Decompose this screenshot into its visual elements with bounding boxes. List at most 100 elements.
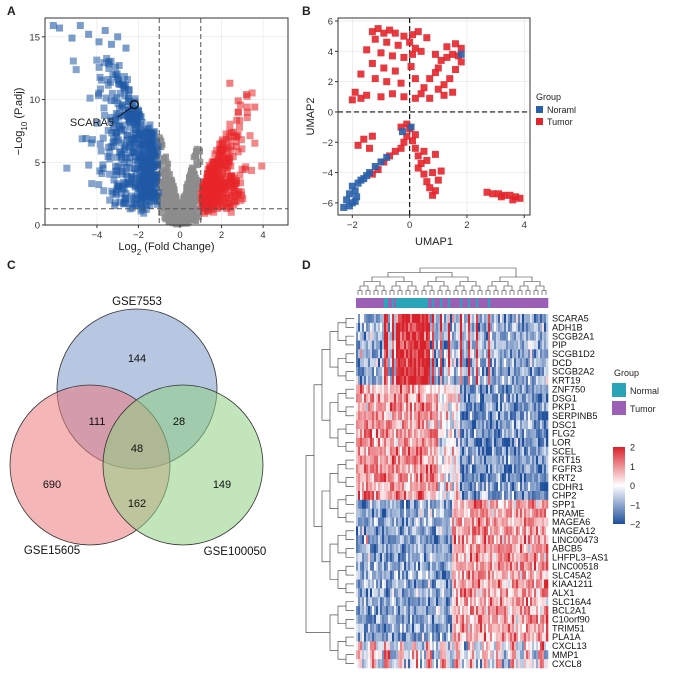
heatmap-cell	[474, 367, 477, 377]
heatmap-cell	[432, 358, 435, 368]
heatmap-cell	[422, 393, 425, 403]
heatmap-cell	[362, 535, 365, 545]
heatmap-cell	[442, 331, 445, 341]
heatmap-cell	[380, 384, 383, 394]
heatmap-cell	[430, 508, 433, 518]
heatmap-cell	[474, 473, 477, 483]
up-point	[243, 114, 251, 122]
heatmap-cell	[500, 331, 503, 341]
heatmap-cell	[402, 446, 405, 456]
heatmap-cell	[524, 429, 527, 439]
heatmap-cell	[400, 579, 403, 589]
heatmap-cell	[518, 349, 521, 359]
heatmap-cell	[398, 393, 401, 403]
heatmap-cell	[384, 367, 387, 377]
heatmap-cell	[502, 375, 505, 386]
heatmap-cell	[528, 375, 531, 386]
heatmap-cell	[404, 491, 407, 501]
heatmap-cell	[356, 402, 359, 412]
heatmap-cell	[472, 544, 475, 554]
heatmap-cell	[500, 349, 503, 359]
highlight-label: SCARA5	[70, 117, 114, 129]
heatmap-cell	[418, 322, 421, 332]
heatmap-cell	[368, 508, 371, 518]
heatmap-cell	[542, 402, 545, 412]
heatmap-cell	[500, 508, 503, 518]
heatmap-cell	[446, 429, 449, 439]
heatmap-cell	[362, 464, 365, 474]
heatmap-cell	[460, 349, 463, 359]
heatmap-cell	[480, 367, 483, 377]
heatmap-cell	[408, 473, 411, 483]
heatmap-cell	[452, 482, 455, 492]
heatmap-cell	[394, 349, 397, 359]
heatmap-cell	[530, 393, 533, 403]
heatmap-cell	[426, 340, 429, 350]
heatmap-cell	[412, 375, 415, 386]
heatmap-cell	[528, 544, 531, 554]
heatmap-cell	[480, 526, 483, 536]
heatmap-cell	[426, 552, 429, 563]
heatmap-cell	[536, 393, 539, 403]
heatmap-cell	[400, 437, 403, 448]
heatmap-cell	[492, 517, 495, 527]
heatmap-cell	[420, 322, 423, 332]
heatmap-cell	[494, 437, 497, 448]
heatmap-cell	[544, 358, 547, 368]
heatmap-cell	[492, 358, 495, 368]
heatmap-cell	[442, 437, 445, 448]
ns-point	[162, 173, 169, 180]
heatmap-cell	[442, 526, 445, 536]
heatmap-cell	[446, 437, 449, 448]
heatmap-cell	[396, 499, 399, 509]
heatmap-cell	[512, 526, 515, 536]
heatmap-cell	[454, 393, 457, 403]
heatmap-cell	[484, 437, 487, 448]
heatmap-cell	[396, 375, 399, 386]
heatmap-cell	[366, 322, 369, 332]
down-point	[112, 116, 120, 124]
heatmap-cell	[538, 491, 541, 501]
heatmap-cell	[526, 570, 529, 580]
heatmap-cell	[418, 544, 421, 554]
heatmap-cell	[526, 322, 529, 332]
heatmap-cell	[472, 349, 475, 359]
heatmap-cell	[422, 340, 425, 350]
heatmap-cell	[424, 570, 427, 580]
heatmap-cell	[440, 517, 443, 527]
heatmap-cell	[368, 446, 371, 456]
heatmap-cell	[466, 393, 469, 403]
heatmap-cell	[526, 349, 529, 359]
heatmap-cell	[458, 437, 461, 448]
heatmap-cell	[404, 579, 407, 589]
up-point	[229, 153, 237, 161]
heatmap-cell	[408, 570, 411, 580]
heatmap-cell	[360, 579, 363, 589]
heatmap-cell	[394, 499, 397, 509]
heatmap-cell	[406, 349, 409, 359]
heatmap-cell	[420, 535, 423, 545]
heatmap-cell	[540, 420, 543, 430]
heatmap-cell	[356, 535, 359, 545]
heatmap-cell	[400, 349, 403, 359]
heatmap-cell	[452, 314, 455, 324]
legend-title: Group	[536, 92, 561, 102]
heatmap-cell	[520, 358, 523, 368]
heatmap-cell	[506, 340, 509, 350]
heatmap-cell	[510, 446, 513, 456]
heatmap-cell	[540, 455, 543, 465]
heatmap-cell	[486, 429, 489, 439]
down-point	[122, 44, 130, 52]
heatmap-cell	[534, 375, 537, 386]
up-point	[248, 166, 256, 174]
heatmap-cell	[356, 367, 359, 377]
heatmap-cell	[468, 526, 471, 536]
heatmap-cell	[404, 535, 407, 545]
up-point	[258, 162, 266, 170]
heatmap-cell	[468, 570, 471, 580]
heatmap-cell	[398, 464, 401, 474]
heatmap-cell	[472, 552, 475, 563]
heatmap-cell	[494, 499, 497, 509]
heatmap-cell	[468, 358, 471, 368]
heatmap-cell	[432, 526, 435, 536]
